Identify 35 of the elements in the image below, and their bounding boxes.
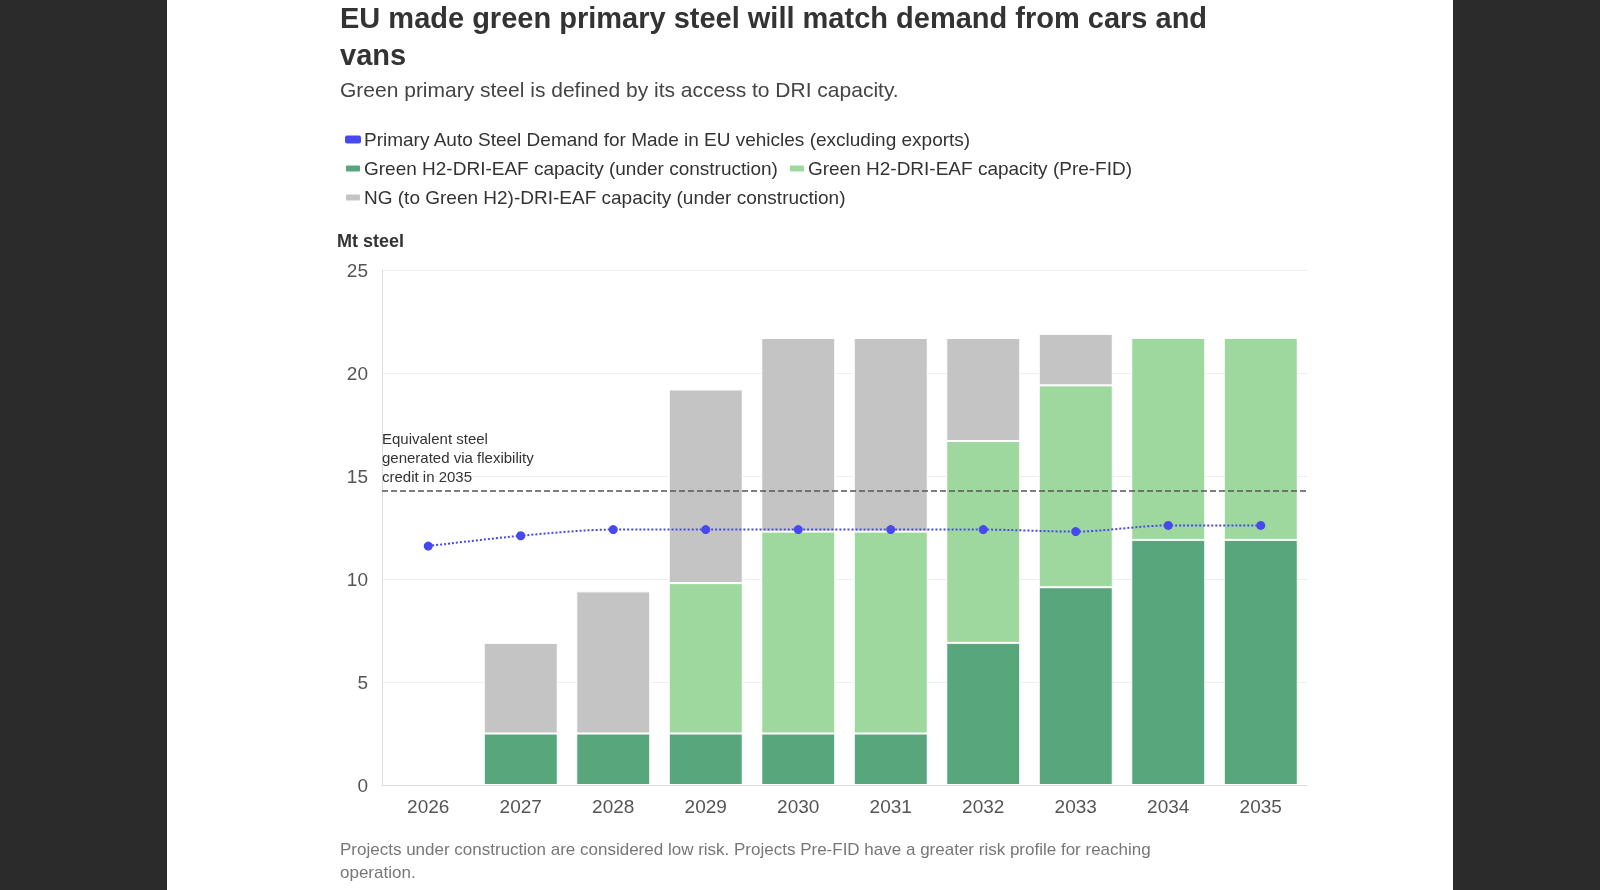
- x-tick-label: 2034: [1147, 796, 1190, 817]
- legend-label: Green H2-DRI-EAF capacity (under construction): [364, 158, 778, 179]
- point: [978, 525, 988, 535]
- x-tick-label: 2027: [499, 796, 542, 817]
- point: [886, 525, 896, 535]
- x-tick-label: 2030: [777, 796, 820, 817]
- chart-title: EU made green primary steel will match demand from cars and vans: [340, 1, 1209, 73]
- y-tick-label: 0: [357, 774, 368, 796]
- chart-subtitle: Green primary steel is defined by its access to DRI capacity.: [340, 78, 899, 102]
- point: [423, 541, 433, 551]
- y-tick-label: 15: [346, 465, 368, 487]
- point: [516, 531, 526, 541]
- legend-label: Primary Auto Steel Demand for Made in EU vehicles (excluding exports): [364, 129, 971, 150]
- x-tick-label: 2029: [684, 796, 727, 817]
- point: [793, 525, 803, 535]
- point: [1071, 527, 1081, 537]
- y-axis-title: Mt steel: [337, 231, 405, 251]
- x-tick-label: 2032: [962, 796, 1005, 817]
- y-tick-label: 20: [346, 362, 368, 384]
- legend-label: NG (to Green H2)-DRI-EAF capacity (under construction): [364, 187, 846, 208]
- y-tick-label: 5: [357, 671, 368, 693]
- y-tick-label: 10: [346, 568, 368, 590]
- text: Projects under construction are considered low risk. Projects Pre-FID have a greater risk profile for reaching operation.: [340, 839, 1152, 884]
- x-tick-label: 2026: [407, 796, 450, 817]
- point: [701, 525, 711, 535]
- legend-label: Green H2-DRI-EAF capacity (Pre-FID): [807, 158, 1133, 179]
- x-tick-label: 2031: [869, 796, 912, 817]
- x-tick-label: 2033: [1054, 796, 1097, 817]
- point: [1163, 520, 1173, 530]
- x-tick-label: 2035: [1239, 796, 1282, 817]
- point: [1256, 520, 1266, 530]
- point: [608, 525, 618, 535]
- y-tick-label: 25: [346, 259, 368, 281]
- ref-line-label: Equivalent steel generated via flexibility credit in 2035: [382, 430, 538, 486]
- x-tick-label: 2028: [592, 796, 635, 817]
